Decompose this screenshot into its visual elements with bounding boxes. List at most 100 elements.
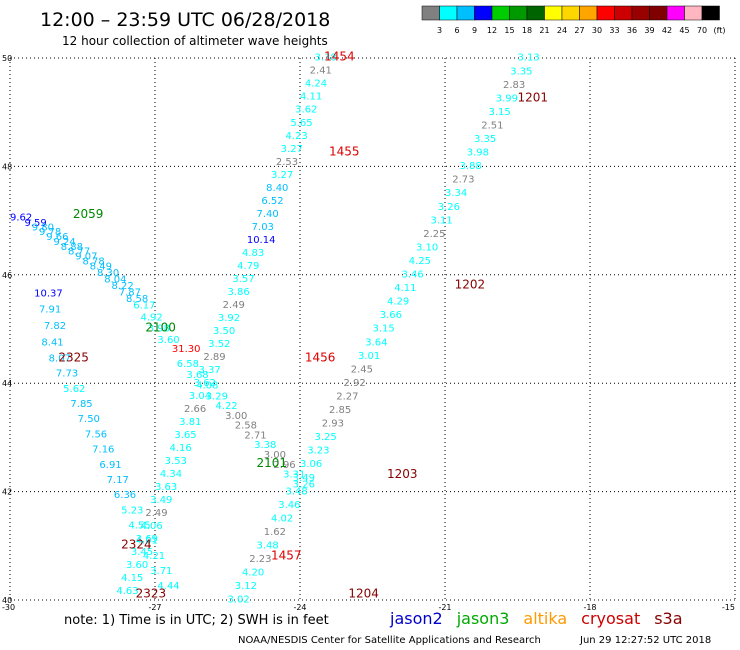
scale-label: 6 xyxy=(454,26,459,35)
legend-s3a: s3a xyxy=(654,609,682,628)
swh-value: 3.35 xyxy=(474,134,496,145)
pass-time-label: 1455 xyxy=(329,145,360,159)
swh-value: 4.24 xyxy=(305,79,327,90)
footer-credit: NOAA/NESDIS Center for Satellite Applica… xyxy=(238,635,541,646)
swh-value: 3.65 xyxy=(174,430,196,441)
swh-value: 4.63 xyxy=(116,586,138,597)
swh-value: 8.88 xyxy=(61,242,83,253)
swh-value: 3.88 xyxy=(460,161,482,172)
scale-label: 30 xyxy=(592,26,602,35)
scale-label: 27 xyxy=(574,26,584,35)
swh-value: 4.44 xyxy=(157,581,179,592)
swh-value: 8.77 xyxy=(68,247,90,258)
y-tick-label: 48 xyxy=(2,162,12,171)
scale-label: 15 xyxy=(504,26,514,35)
scale-swatch xyxy=(684,5,703,21)
swh-value: 6.17 xyxy=(133,300,155,311)
scale-label: 45 xyxy=(679,26,689,35)
swh-value: 3.06 xyxy=(300,459,322,470)
swh-value: 3.27 xyxy=(281,144,303,155)
x-tick-label: -30 xyxy=(2,603,15,612)
swh-value: 3.98 xyxy=(467,148,489,159)
scale-label: 39 xyxy=(644,26,654,35)
swh-value: 4.83 xyxy=(242,248,264,259)
swh-value: 3.34 xyxy=(445,188,467,199)
swh-value: 8.41 xyxy=(41,337,63,348)
scale-swatch xyxy=(666,5,685,21)
swh-value: 3.29 xyxy=(206,391,228,402)
swh-value: 3.10 xyxy=(416,242,438,253)
scale-swatch xyxy=(649,5,668,21)
pass-time-label: 1201 xyxy=(518,90,549,104)
scale-label: 3 xyxy=(437,26,442,35)
scale-swatch xyxy=(544,5,563,21)
swh-value: 4.16 xyxy=(170,443,192,454)
swh-value: 4.21 xyxy=(143,551,165,562)
scale-label: 42 xyxy=(662,26,672,35)
swh-value: 2.89 xyxy=(203,352,225,363)
scale-swatch xyxy=(561,5,580,21)
swh-value: 3.48 xyxy=(286,486,308,497)
pass-time-label: 2059 xyxy=(73,207,104,221)
swh-value: 4.11 xyxy=(300,92,322,103)
swh-value: 9.59 xyxy=(25,218,47,229)
x-tick-label: -21 xyxy=(438,603,451,612)
swh-value: 3.60 xyxy=(126,560,148,571)
swh-value: 2.71 xyxy=(244,430,266,441)
swh-value: 31.30 xyxy=(172,344,201,355)
swh-value: 3.15 xyxy=(373,324,395,335)
swh-value: 3.68 xyxy=(186,370,208,381)
swh-value: 3.26 xyxy=(293,479,315,490)
scale-swatch xyxy=(614,5,633,21)
pass-time-label: 2101 xyxy=(257,456,288,470)
y-tick-label: 40 xyxy=(2,596,12,605)
scale-swatch xyxy=(439,5,458,21)
scale-swatch xyxy=(596,5,615,21)
swh-value: 3.23 xyxy=(307,446,329,457)
swh-value: 3.26 xyxy=(438,202,460,213)
swh-value: 3.15 xyxy=(489,107,511,118)
scale-swatch xyxy=(491,5,510,21)
x-tick-label: -27 xyxy=(148,603,161,612)
swh-value: 2.27 xyxy=(336,391,358,402)
pass-time-label: 1456 xyxy=(305,351,336,365)
footer-timestamp: Jun 29 12:27:52 UTC 2018 xyxy=(579,635,711,646)
pass-time-label: 1202 xyxy=(455,277,486,291)
swh-value: 3.12 xyxy=(235,581,257,592)
swh-value: 4.23 xyxy=(286,131,308,142)
swh-value: 4.02 xyxy=(271,513,293,524)
swh-value: 7.40 xyxy=(257,209,279,220)
swh-value: 3.48 xyxy=(257,541,279,552)
swh-value: 3.64 xyxy=(365,337,387,348)
swh-value: 1.62 xyxy=(264,527,286,538)
swh-value: 7.03 xyxy=(252,222,274,233)
swh-value: 3.25 xyxy=(315,432,337,443)
swh-value: 3.00 xyxy=(264,450,286,461)
swh-value: 3.38 xyxy=(254,440,276,451)
swh-value: 3.98 xyxy=(148,324,170,335)
x-tick-label: -18 xyxy=(583,603,596,612)
swh-value: 6.91 xyxy=(99,460,121,471)
pass-time-label: 1457 xyxy=(271,548,302,562)
swh-value: 3.31 xyxy=(283,470,305,481)
swh-value: 7.50 xyxy=(78,414,100,425)
swh-value: 3.46 xyxy=(278,500,300,511)
swh-value: 7.56 xyxy=(85,429,107,440)
legend-jason3: jason3 xyxy=(456,609,510,628)
swh-value: 2.85 xyxy=(329,405,351,416)
swh-value: 7.85 xyxy=(70,399,92,410)
x-tick-label: -24 xyxy=(293,603,306,612)
swh-value: 3.04 xyxy=(189,391,211,402)
scale-swatch xyxy=(456,5,475,21)
swh-value: 6.52 xyxy=(261,196,283,207)
y-tick-label: 50 xyxy=(2,54,12,63)
scale-label: 36 xyxy=(627,26,637,35)
axis-ticks: -30 -27 -24 -21 -18 -15 40 42 44 46 48 50 xyxy=(2,54,735,612)
swh-value: 2.23 xyxy=(249,554,271,565)
swh-value: 3.66 xyxy=(380,310,402,321)
scale-swatch xyxy=(509,5,528,21)
swh-value: 3.45 xyxy=(131,547,153,558)
pass-time-label: 2324 xyxy=(121,538,152,552)
swh-value: 3.62 xyxy=(194,378,216,389)
